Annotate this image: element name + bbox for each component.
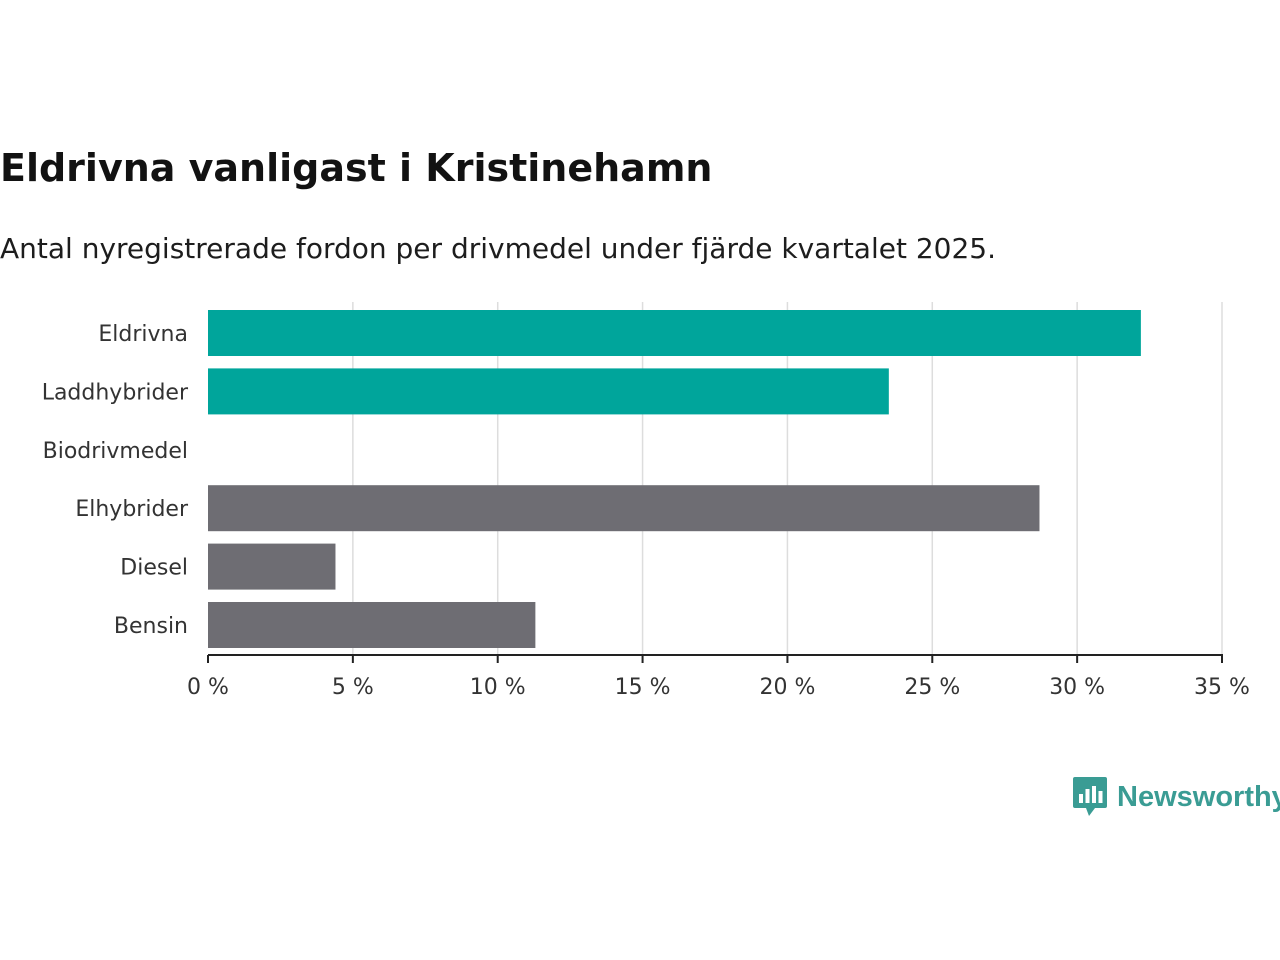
- category-label: Biodrivmedel: [43, 439, 188, 464]
- category-label: Laddhybrider: [42, 380, 189, 405]
- bar-diesel: [208, 543, 336, 590]
- category-label: Bensin: [114, 614, 188, 639]
- category-label: Diesel: [120, 556, 188, 581]
- chart-subtitle: Antal nyregistrerade fordon per drivmede…: [0, 232, 997, 265]
- bar-elhybrider: [208, 485, 1040, 532]
- bar-bensin: [208, 602, 536, 648]
- newsworthy-logo-icon: [1073, 777, 1107, 816]
- category-label: Eldrivna: [98, 322, 188, 347]
- brand-name: Newsworthy: [1117, 780, 1280, 813]
- x-tick-label: 35 %: [1194, 675, 1250, 700]
- chart-title: Eldrivna vanligast i Kristinehamn: [0, 146, 713, 190]
- category-label: Elhybrider: [75, 497, 189, 522]
- newsworthy-logo[interactable]: Newsworthy: [1073, 776, 1280, 818]
- x-tick-label: 25 %: [904, 675, 960, 700]
- x-tick-label: 30 %: [1049, 675, 1105, 700]
- x-tick-label: 15 %: [615, 675, 671, 700]
- x-tick-label: 20 %: [759, 675, 815, 700]
- x-tick-label: 5 %: [332, 675, 374, 700]
- bar-laddhybrider: [208, 368, 889, 415]
- x-tick-label: 0 %: [187, 675, 229, 700]
- x-tick-label: 10 %: [470, 675, 526, 700]
- bar-eldrivna: [208, 310, 1141, 356]
